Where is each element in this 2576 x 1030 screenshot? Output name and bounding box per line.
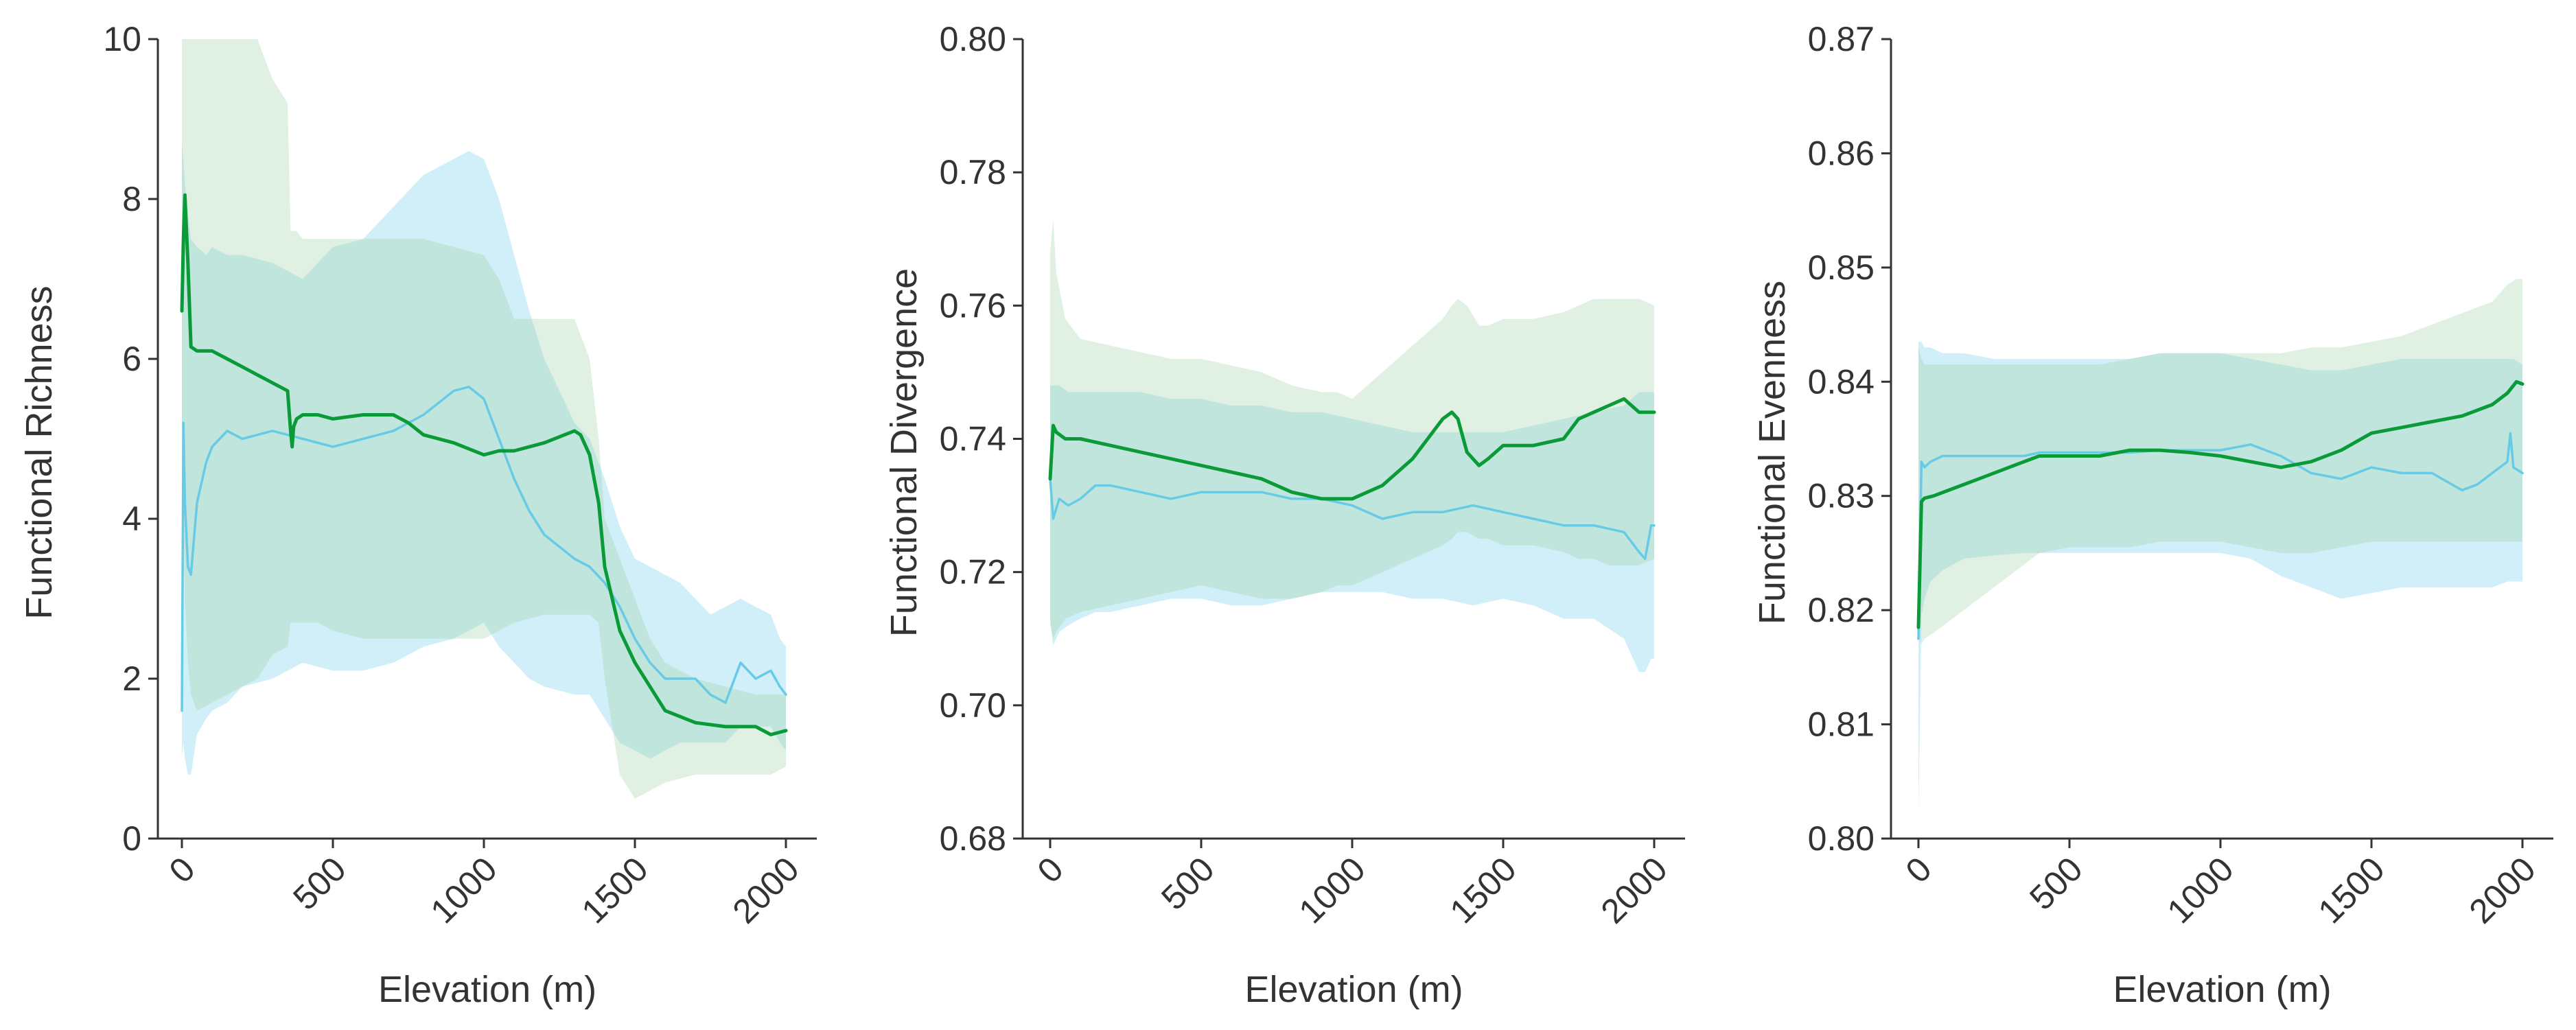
y-tick-label: 0.83 <box>1808 477 1875 515</box>
y-tick-label: 0.87 <box>1808 20 1875 58</box>
y-axis-label: Functional Richness <box>19 285 60 619</box>
x-tick-label: 1000 <box>1292 850 1373 930</box>
y-axis-label: Functional Divergence <box>883 268 925 637</box>
y-tick-label: 8 <box>122 180 141 218</box>
x-tick-label: 1500 <box>2311 850 2392 930</box>
x-tick-label: 2000 <box>1594 850 1675 930</box>
y-tick-label: 0.85 <box>1808 248 1875 287</box>
y-tick-label: 0.86 <box>1808 134 1875 172</box>
y-tick-label: 0.80 <box>1808 819 1875 858</box>
x-tick-label: 1500 <box>1443 850 1524 930</box>
x-tick-label: 0 <box>162 850 202 890</box>
confidence-band-green <box>1918 279 2522 645</box>
series-line-blue <box>1917 432 2524 640</box>
confidence-band-green <box>182 39 786 799</box>
chart-panel-1: 0 2 4 6 8 10 0 500 1000 1500 2000 Elevation (m) Func… <box>19 20 817 1010</box>
confidence-band-blue <box>182 143 786 775</box>
x-tick-label: 500 <box>286 850 353 917</box>
y-tick-label: 0.72 <box>940 553 1006 592</box>
confidence-band-blue <box>1918 342 2522 816</box>
x-tick-label: 500 <box>1154 850 1222 917</box>
y-axis-label: Functional Evenness <box>1752 281 1793 624</box>
y-tick-label: 0.84 <box>1808 362 1875 401</box>
y-tick-label: 4 <box>122 500 141 538</box>
confidence-band-green <box>1050 219 1654 639</box>
x-tick-label: 0 <box>1030 850 1071 890</box>
series-line-green <box>180 193 788 736</box>
x-tick-label: 0 <box>1899 850 1939 890</box>
x-tick-label: 1500 <box>575 850 655 930</box>
x-tick-label: 2000 <box>2462 850 2543 930</box>
y-tick-label: 0.80 <box>940 20 1006 58</box>
y-tick-label: 0.68 <box>940 819 1006 858</box>
x-axis-label: Elevation (m) <box>378 969 596 1010</box>
series-line-green <box>1048 397 1656 501</box>
x-tick-label: 1000 <box>2160 850 2241 930</box>
chart-panel-3: 0.80 0.81 0.82 0.83 0.84 0.85 0.86 0.87 0 500 1000… <box>1752 20 2553 1010</box>
y-tick-label: 0.70 <box>940 686 1006 725</box>
y-tick-label: 0.82 <box>1808 591 1875 629</box>
confidence-band-blue <box>1050 385 1654 672</box>
x-tick-label: 1000 <box>423 850 504 930</box>
series-line-green <box>1916 379 2525 629</box>
y-tick-label: 0.81 <box>1808 705 1875 744</box>
y-tick-label: 0.74 <box>940 420 1006 458</box>
series-line-blue <box>1049 478 1656 561</box>
y-tick-label: 2 <box>122 659 141 698</box>
y-tick-label: 10 <box>103 20 141 58</box>
y-tick-label: 0 <box>122 819 141 858</box>
x-tick-label: 2000 <box>726 850 807 930</box>
x-axis-label: Elevation (m) <box>1244 969 1463 1010</box>
x-tick-label: 500 <box>2022 850 2090 917</box>
y-tick-label: 0.78 <box>940 153 1006 191</box>
x-axis-label: Elevation (m) <box>2113 969 2331 1010</box>
y-tick-label: 0.76 <box>940 286 1006 325</box>
y-tick-label: 6 <box>122 340 141 378</box>
chart-panel-2: 0.68 0.70 0.72 0.74 0.76 0.78 0.80 0 500 1000 1500… <box>883 20 1685 1010</box>
series-line-blue <box>181 386 787 712</box>
